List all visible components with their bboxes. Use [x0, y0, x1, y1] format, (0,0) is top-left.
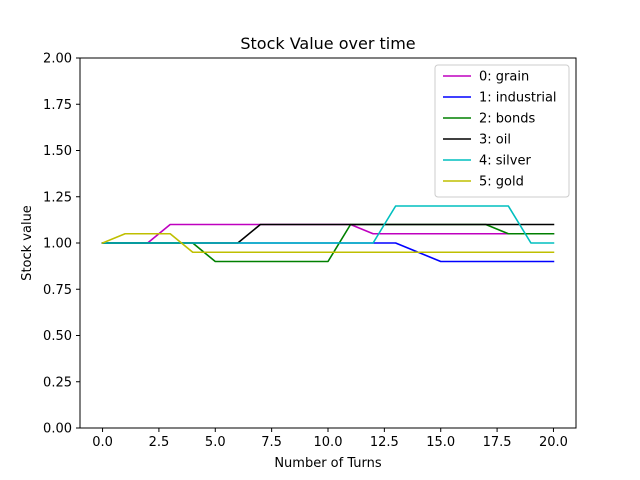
y-tick-label: 1.00 — [43, 237, 72, 252]
x-tick-label: 17.5 — [483, 435, 512, 450]
legend-label: 1: industrial — [479, 91, 557, 106]
y-tick-label: 1.25 — [43, 190, 72, 205]
y-axis: 0.00 0.25 0.50 0.75 1.00 1.25 1.50 1.75 2.00 — [43, 52, 80, 437]
series-line-4 — [101, 205, 555, 244]
legend: 0: grain 1: industrial 2: bonds 3: oil 4: si… — [434, 64, 570, 198]
y-tick-label: 0.00 — [43, 422, 72, 437]
legend-box — [434, 64, 570, 198]
x-tick-label: 0.0 — [92, 435, 113, 450]
x-tick-label: 7.5 — [261, 435, 282, 450]
y-tick-label: 0.75 — [43, 283, 72, 298]
legend-label: 2: bonds — [479, 112, 535, 127]
x-tick-label: 12.5 — [370, 435, 399, 450]
plot-lines — [101, 205, 555, 263]
series-line-5 — [101, 232, 555, 254]
y-tick-label: 1.50 — [43, 144, 72, 159]
legend-label: 3: oil — [479, 133, 511, 148]
y-tick-label: 2.00 — [43, 52, 72, 67]
x-tick-label: 2.5 — [149, 435, 170, 450]
x-tick-label: 15.0 — [426, 435, 455, 450]
x-tick-label: 20.0 — [539, 435, 568, 450]
y-axis-label: Stock value — [20, 205, 35, 281]
y-tick-label: 1.75 — [43, 98, 72, 113]
legend-label: 4: silver — [479, 154, 531, 169]
x-tick-label: 10.0 — [314, 435, 343, 450]
y-tick-label: 0.50 — [43, 329, 72, 344]
legend-label: 5: gold — [479, 175, 524, 190]
x-axis: 0.0 2.5 5.0 7.5 10.0 12.5 15.0 17.5 20.0 — [92, 428, 568, 450]
chart-title: Stock Value over time — [240, 34, 415, 53]
legend-label: 0: grain — [479, 70, 529, 85]
x-axis-label: Number of Turns — [274, 456, 382, 471]
x-tick-label: 5.0 — [205, 435, 226, 450]
y-tick-label: 0.25 — [43, 375, 72, 390]
